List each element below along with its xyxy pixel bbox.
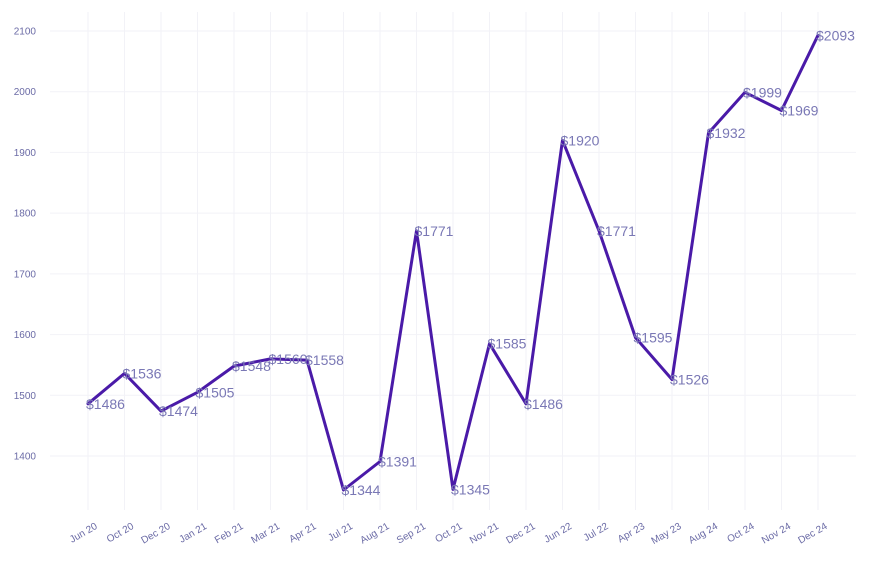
x-tick-label: Mar 21 xyxy=(250,521,283,546)
data-label: $2093 xyxy=(816,27,855,43)
x-tick-label: Jul 21 xyxy=(326,521,355,544)
x-tick-label: Sep 21 xyxy=(395,521,428,547)
x-tick-label: Jul 22 xyxy=(582,521,611,544)
data-label: $1486 xyxy=(524,396,563,412)
data-label: $1771 xyxy=(415,223,454,239)
x-tick-label: Jan 21 xyxy=(177,521,209,546)
y-tick-label: 1900 xyxy=(14,148,37,159)
y-tick-label: 2100 xyxy=(14,27,37,38)
x-tick-label: Nov 24 xyxy=(760,521,793,547)
data-label: $1391 xyxy=(378,453,417,469)
data-labels: $1486 $1536 $1474 $1505 $1548$1560$1558 $1344… xyxy=(86,27,855,498)
x-tick-label: Feb 21 xyxy=(213,521,246,546)
x-tick-label: Dec 24 xyxy=(797,521,830,547)
x-tick-label: Dec 20 xyxy=(140,521,173,547)
x-tick-label: Aug 21 xyxy=(359,521,392,547)
y-axis: 1400 1500 1600 1700 1800 1900 2000 2100 xyxy=(14,27,37,463)
series-line xyxy=(86,33,820,492)
x-tick-label: May 23 xyxy=(650,521,684,547)
y-tick-label: 1400 xyxy=(14,452,37,463)
x-tick-label: Oct 20 xyxy=(105,521,136,545)
y-tick-label: 2000 xyxy=(14,87,37,98)
data-label: $1526 xyxy=(670,372,709,388)
x-tick-label: Apr 21 xyxy=(287,521,318,545)
data-label: $1585 xyxy=(488,336,527,352)
x-tick-label: Jun 20 xyxy=(68,521,100,546)
data-label: $1595 xyxy=(634,330,673,346)
data-label: $1558 xyxy=(305,352,344,368)
data-label: $1920 xyxy=(561,132,600,148)
data-label: $1536 xyxy=(123,365,162,381)
data-label: $1932 xyxy=(707,125,746,141)
data-label: $1344 xyxy=(342,482,381,498)
data-label: $1474 xyxy=(159,403,198,419)
y-tick-label: 1500 xyxy=(14,391,37,402)
data-label: $1548 xyxy=(232,358,271,374)
data-label: $1999 xyxy=(743,84,782,100)
x-tick-label: Dec 21 xyxy=(505,521,538,547)
y-tick-label: 1700 xyxy=(14,269,37,280)
y-tick-label: 1800 xyxy=(14,209,37,220)
data-label: $1560 xyxy=(269,351,308,367)
x-tick-label: Apr 23 xyxy=(616,521,647,545)
data-label: $1969 xyxy=(780,103,819,119)
y-tick-label: 1600 xyxy=(14,330,37,341)
x-tick-label: Jun 22 xyxy=(542,521,574,546)
x-tick-label: Oct 21 xyxy=(433,521,464,545)
data-label: $1345 xyxy=(451,481,490,497)
x-tick-label: Oct 24 xyxy=(725,521,756,545)
x-tick-label: Aug 24 xyxy=(687,521,720,547)
data-label: $1486 xyxy=(86,396,125,412)
x-tick-label: Nov 21 xyxy=(468,521,501,547)
grid xyxy=(50,12,856,510)
data-label: $1771 xyxy=(597,223,636,239)
data-label: $1505 xyxy=(196,384,235,400)
x-axis: Jun 20 Oct 20 Dec 20 Jan 21 Feb 21 Mar 21 Apr … xyxy=(68,521,830,547)
